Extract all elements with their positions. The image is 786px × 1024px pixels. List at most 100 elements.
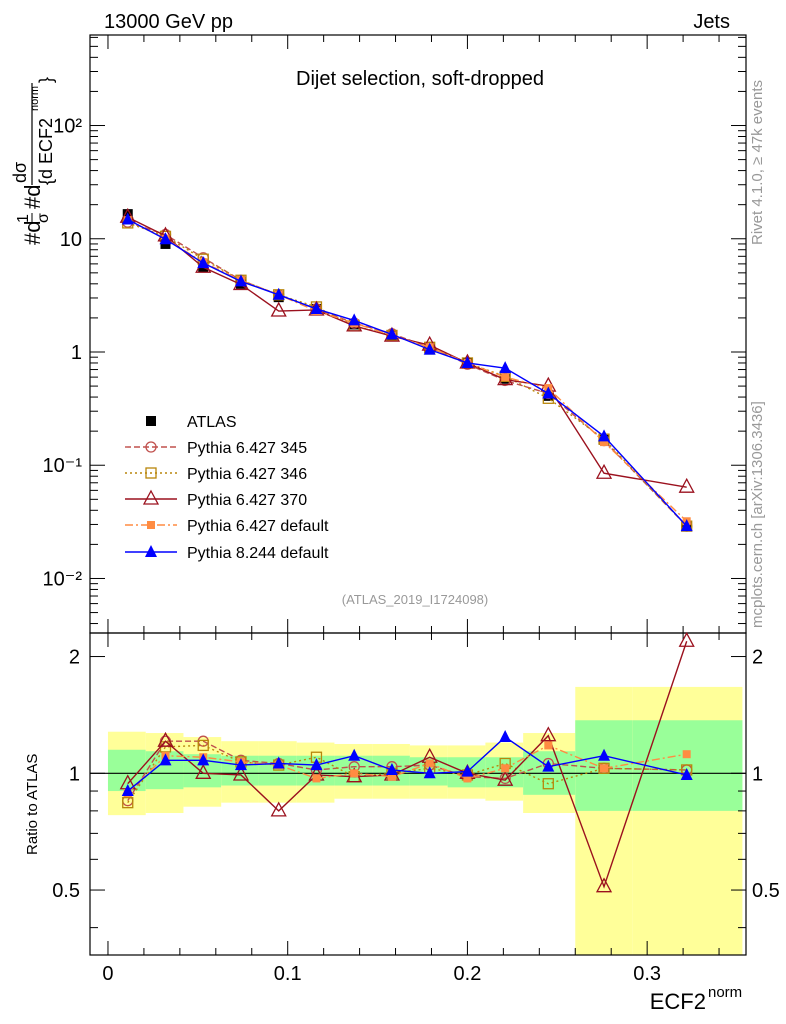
- ratio-point-p346: [122, 797, 134, 809]
- legend-marker: [146, 416, 156, 426]
- ratio-point-p8: [234, 758, 247, 771]
- legend-entry-p8: Pythia 8.244 default: [125, 545, 329, 562]
- data-point-p8: [499, 361, 512, 374]
- svg-text:{d ECF2: {d ECF2: [36, 118, 56, 185]
- ratio-line-p8: [127, 736, 687, 792]
- ratio-point-p370: [232, 765, 250, 781]
- ratio-line-p370: [127, 641, 688, 889]
- x-axis-title: ECF2: [650, 989, 706, 1014]
- y-axis-title-top: #d 1 σ #d dσ {d ECF2 norm }: [10, 77, 56, 245]
- ratio-point-pdef: [682, 750, 691, 759]
- svg-text:#d: #d: [20, 221, 45, 245]
- ratio-point-p8: [461, 764, 474, 777]
- data-point-p8: [423, 342, 436, 355]
- series-layer: [119, 207, 695, 893]
- ratio-point-p8: [680, 767, 693, 780]
- ratio-point-p370: [157, 731, 174, 747]
- data-point-p8: [310, 301, 323, 314]
- ratio-point-p8: [385, 762, 398, 775]
- y-tick-label-top: 10: [60, 229, 82, 251]
- ratio-point-p8: [499, 730, 512, 743]
- ratio-point-p370: [678, 631, 695, 647]
- ratio-tick-label-right: 0.5: [752, 880, 780, 902]
- ratio-point-p8: [197, 753, 210, 766]
- ratio-tick-label-left: 0.5: [52, 880, 80, 902]
- legend: ATLAS Pythia 6.427 345 Pythia 6.427 346 Pyt…: [125, 414, 329, 562]
- svg-text:dσ: dσ: [10, 162, 30, 183]
- ratio-point-p370: [540, 726, 557, 742]
- series-line-p346: [127, 222, 688, 527]
- data-point-p370: [595, 463, 613, 479]
- data-point-p8: [680, 519, 693, 532]
- ratio-point-p8: [542, 759, 555, 772]
- ratio-point-p370: [497, 770, 514, 786]
- ratio-point-p8: [348, 748, 361, 761]
- ratio-plot-frame: [89, 632, 747, 956]
- legend-entry-atlas: ATLAS: [146, 414, 237, 431]
- legend-label: Pythia 6.427 345: [187, 440, 307, 457]
- ratio-line-p345: [127, 740, 687, 802]
- ratio-point-p8: [272, 756, 285, 769]
- data-point-p370: [270, 301, 287, 317]
- mcplots-label: mcplots.cern.ch [arXiv:1306.3436]: [749, 401, 766, 628]
- ratio-point-pdef: [387, 772, 396, 781]
- series-p8: [121, 212, 693, 797]
- legend-marker: [142, 489, 160, 505]
- energy-label: 13000 GeV pp: [104, 11, 233, 33]
- ratio-point-p8: [121, 784, 134, 797]
- ratio-error-bands: [90, 686, 746, 955]
- ratio-point-p346: [197, 739, 209, 752]
- data-point-p8: [197, 256, 210, 269]
- ratio-point-p8: [310, 758, 323, 771]
- legend-label: Pythia 6.427 default: [187, 518, 329, 535]
- svg-text:σ: σ: [35, 213, 52, 223]
- legend-entry-p346: Pythia 6.427 346: [125, 466, 307, 483]
- ratio-point-pdef: [501, 764, 510, 773]
- y-tick-label-top: 10²: [53, 116, 82, 138]
- data-point-pdef: [501, 373, 510, 382]
- legend-marker: [145, 467, 157, 479]
- legend-entry-pdef: Pythia 6.427 default: [125, 518, 329, 535]
- legend-marker: [145, 545, 157, 557]
- analysis-id: (ATLAS_2019_I1724098): [342, 592, 488, 607]
- legend-label: Pythia 6.427 346: [187, 466, 307, 483]
- x-tick-label: 0.3: [633, 963, 661, 985]
- ratio-point-pdef: [544, 741, 553, 750]
- legend-label: ATLAS: [187, 414, 237, 431]
- x-axis-title-sup: norm: [708, 984, 742, 1001]
- ratio-point-pdef: [425, 759, 434, 768]
- data-point-pdef: [600, 438, 609, 447]
- y-tick-label-top: 1: [71, 342, 82, 364]
- ratio-point-p370: [270, 801, 287, 817]
- data-point-p8: [542, 386, 555, 399]
- category-label: Jets: [693, 11, 730, 33]
- y-tick-label-top: 10⁻¹: [43, 455, 83, 477]
- y-tick-label-top: 10⁻²: [43, 568, 83, 590]
- x-tick-label: 0: [102, 963, 113, 985]
- y-axis-title-bottom: Ratio to ATLAS: [24, 754, 41, 855]
- ratio-point-pdef: [350, 769, 359, 778]
- data-point-p8: [385, 327, 398, 340]
- data-point-p8: [598, 429, 611, 442]
- data-point-p8: [121, 212, 134, 225]
- ratio-point-pdef: [312, 774, 321, 783]
- series-line-p8: [127, 218, 688, 527]
- data-point-p8: [159, 232, 172, 245]
- ratio-line-pdef: [127, 744, 687, 794]
- ratio-tick-label-left: 2: [69, 647, 80, 669]
- legend-label: Pythia 6.427 370: [187, 492, 307, 509]
- ratio-point-pdef: [463, 774, 472, 783]
- plot-title: Dijet selection, soft-dropped: [296, 68, 544, 90]
- ratio-point-p370: [195, 763, 212, 779]
- legend-entry-p345: Pythia 6.427 345: [125, 440, 307, 457]
- axes-and-ticks: 0 0.1 0.2 0.3 10⁻² 10⁻¹ 1 10 10² 0.5 0.5 1 1 2 2: [43, 34, 780, 985]
- svg-text:}: }: [36, 77, 56, 83]
- data-point-p8: [348, 313, 361, 326]
- data-point-p8: [461, 355, 474, 368]
- legend-label: Pythia 8.244 default: [187, 545, 329, 562]
- x-tick-label: 0.2: [454, 963, 482, 985]
- svg-text:1: 1: [15, 214, 32, 223]
- ratio-point-p346: [598, 762, 610, 774]
- data-point-p8: [272, 287, 285, 300]
